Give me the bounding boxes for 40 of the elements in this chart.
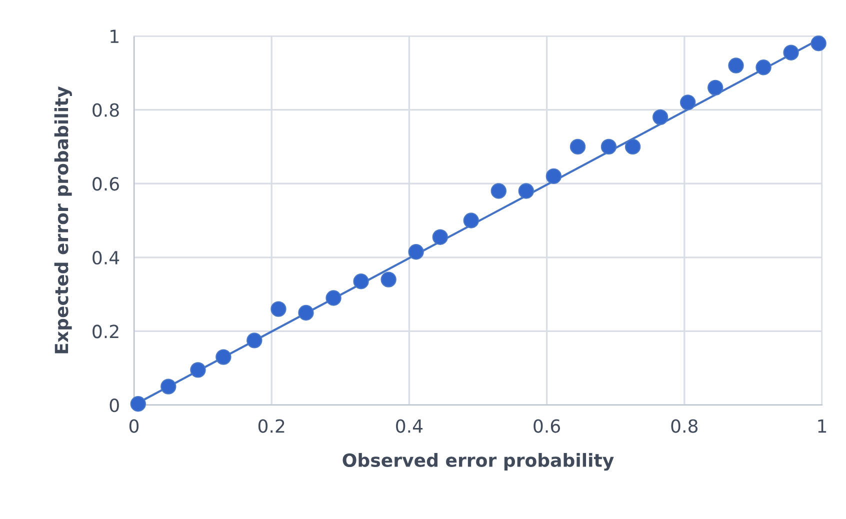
point — [810, 36, 826, 52]
x-tick-label: 0.8 — [671, 419, 698, 433]
x-tick-label: 0.6 — [534, 419, 560, 433]
x-axis-title: Observed error probability — [342, 453, 614, 471]
point — [353, 274, 369, 290]
point — [463, 212, 479, 228]
y-tick-label: 0.6 — [92, 177, 119, 191]
point — [570, 138, 586, 155]
y-tick-label: 0.2 — [92, 324, 118, 338]
y-axis-title: Expected error probability — [54, 86, 72, 354]
x-tick-label: 0.4 — [396, 419, 423, 433]
x-tick-label: 0.2 — [258, 419, 284, 433]
point — [624, 138, 641, 155]
point — [546, 168, 562, 184]
point — [600, 138, 617, 155]
point — [680, 94, 696, 110]
point — [490, 183, 506, 199]
point — [160, 378, 176, 394]
y-tick-label: 0.4 — [92, 250, 120, 265]
point — [246, 332, 262, 348]
point — [783, 44, 799, 60]
point — [270, 301, 286, 317]
point — [380, 272, 396, 288]
x-tick-label: 1 — [818, 419, 826, 433]
point — [190, 362, 206, 378]
x-tick-label: 0 — [129, 419, 139, 433]
point — [298, 304, 314, 321]
point — [130, 396, 146, 412]
point — [708, 80, 724, 96]
point — [728, 58, 744, 74]
y-tick-label: 1 — [110, 30, 118, 43]
point — [432, 229, 448, 245]
point — [518, 183, 534, 199]
y-tick-label: 0 — [110, 398, 119, 412]
point — [326, 290, 342, 306]
point — [216, 349, 232, 365]
point — [408, 244, 424, 260]
point — [756, 60, 772, 76]
y-tick-label: 0.8 — [92, 103, 119, 117]
point — [652, 109, 668, 126]
